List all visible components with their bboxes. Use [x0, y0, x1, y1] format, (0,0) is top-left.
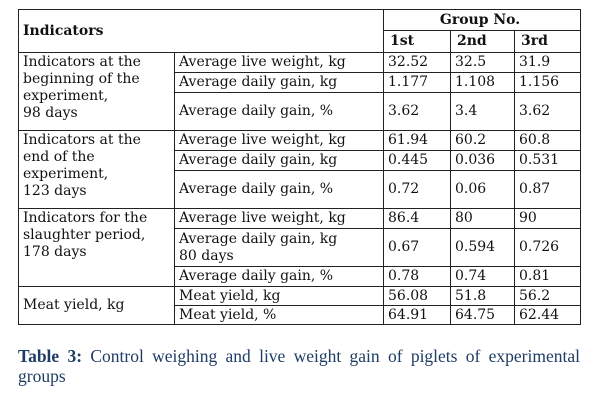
- indicator-label-line: beginning of the: [23, 71, 140, 87]
- metric-label-line: Meat yield, kg: [179, 287, 281, 304]
- value-cell-2nd: 1.108: [450, 72, 515, 93]
- metric-cell: Average daily gain, kg 80 days: [174, 228, 384, 267]
- value-cell-2nd: 32.5: [450, 52, 515, 73]
- table-row: Meat yield, % 64.91 64.75 62.44: [19, 305, 581, 325]
- metric-label-line: Average daily gain, %: [179, 268, 334, 284]
- caption-text: Control weighing and live weight gain of…: [18, 346, 580, 386]
- table-caption: Table 3: Control weighing and live weigh…: [18, 346, 580, 386]
- value-cell-3rd: 0.81: [514, 266, 581, 287]
- caption-label: Table 3:: [18, 346, 83, 366]
- indicator-label-line: Indicators at the: [23, 54, 141, 70]
- indicator-label-line: Indicators for the: [23, 210, 148, 226]
- indicators-header: Indicators: [18, 9, 384, 53]
- value-cell-3rd: 0.726: [514, 228, 581, 267]
- metric-cell: Average daily gain, kg: [174, 150, 384, 171]
- value-cell-2nd: 0.74: [450, 266, 515, 287]
- value-cell-3rd: 0.87: [514, 170, 581, 209]
- group-2nd-header: 2nd: [450, 30, 515, 53]
- metric-label-line: Average live weight, kg: [179, 132, 346, 148]
- metric-label-line: Average daily gain, %: [179, 103, 334, 119]
- value-cell-3rd: 3.62: [514, 92, 581, 131]
- value-cell-3rd: 1.156: [514, 72, 581, 93]
- value-cell-2nd: 80: [450, 208, 515, 229]
- value-cell-1st: 64.91: [383, 305, 451, 325]
- group-1st-header: 1st: [383, 30, 451, 53]
- data-table-container: Indicators Group No. 1st 2nd 3rd Indicat…: [18, 9, 581, 325]
- table-row: Average daily gain, % 0.72 0.06 0.87: [19, 170, 581, 209]
- indicator-label-line: experiment,: [23, 88, 109, 104]
- metric-cell: Average live weight, kg: [174, 130, 384, 151]
- metric-label-line: Average daily gain, kg: [179, 74, 338, 90]
- indicator-group-cell: Indicators for the slaughter period, 178 d…: [18, 208, 175, 287]
- control-weighing-table: Indicators Group No. 1st 2nd 3rd Indicat…: [18, 9, 581, 325]
- metric-cell: Average daily gain, %: [174, 266, 384, 287]
- value-cell-1st: 0.445: [383, 150, 451, 171]
- table-row: Average daily gain, kg 80 days 0.67 0.594 0.…: [19, 228, 581, 267]
- value-cell-3rd: 90: [514, 208, 581, 229]
- value-cell-3rd: 62.44: [514, 305, 581, 325]
- metric-cell: Meat yield, kg: [174, 286, 384, 306]
- table-body: Indicators at the beginning of the experim…: [18, 52, 581, 325]
- value-cell-1st: 0.78: [383, 266, 451, 287]
- indicator-label-line: Indicators at the: [23, 132, 141, 148]
- indicator-label-line: Meat yield, kg: [23, 297, 125, 313]
- table-row: Meat yield, kg Meat yield, kg 56.08 51.8 56.…: [18, 286, 581, 325]
- metric-cell: Average live weight, kg: [174, 52, 384, 73]
- table-row: Average daily gain, % 0.78 0.74 0.81: [19, 266, 581, 287]
- indicator-label-line: experiment,: [23, 166, 109, 182]
- value-cell-1st: 1.177: [383, 72, 451, 93]
- indicator-label-line: end of the: [23, 149, 95, 165]
- metric-cell: Average daily gain, %: [174, 170, 384, 209]
- metric-cell: Average daily gain, kg: [174, 72, 384, 93]
- value-cell-3rd: 0.531: [514, 150, 581, 171]
- table-row: Indicators at the beginning of the experim…: [18, 52, 581, 131]
- table-row: Average daily gain, % 3.62 3.4 3.62: [19, 92, 581, 131]
- table-row: Average daily gain, kg 1.177 1.108 1.156: [19, 72, 581, 93]
- indicator-group-cell: Indicators at the beginning of the experim…: [18, 52, 175, 131]
- value-cell-1st: 61.94: [383, 130, 451, 151]
- metric-label-line: Meat yield, %: [179, 306, 277, 323]
- metric-cell: Meat yield, %: [174, 305, 384, 325]
- table-row: Average daily gain, kg 0.445 0.036 0.531: [19, 150, 581, 171]
- value-cell-3rd: 60.8: [514, 130, 581, 151]
- value-cell-1st: 32.52: [383, 52, 451, 73]
- value-cell-3rd: 56.2: [514, 286, 581, 306]
- group-number-header: Group No.: [383, 9, 581, 31]
- value-cell-2nd: 0.036: [450, 150, 515, 171]
- group-3rd-header: 3rd: [514, 30, 581, 53]
- metric-label-line: Average daily gain, kg: [179, 152, 338, 168]
- metric-cell: Average live weight, kg: [174, 208, 384, 229]
- value-cell-2nd: 51.8: [450, 286, 515, 306]
- indicator-label-line: 123 days: [23, 183, 87, 199]
- value-cell-1st: 0.67: [383, 228, 451, 267]
- value-cell-2nd: 64.75: [450, 305, 515, 325]
- value-cell-1st: 56.08: [383, 286, 451, 306]
- value-cell-1st: 3.62: [383, 92, 451, 131]
- indicator-label-line: 98 days: [23, 105, 78, 121]
- metric-label-line: Average live weight, kg: [179, 54, 346, 70]
- table-row: Indicators at the end of the experiment, 12…: [18, 130, 581, 209]
- value-cell-2nd: 60.2: [450, 130, 515, 151]
- metric-cell: Average daily gain, %: [174, 92, 384, 131]
- value-cell-2nd: 0.06: [450, 170, 515, 209]
- metric-label-line: 80 days: [179, 247, 234, 264]
- value-cell-1st: 86.4: [383, 208, 451, 229]
- value-cell-2nd: 0.594: [450, 228, 515, 267]
- metric-label-line: Average live weight, kg: [179, 210, 346, 226]
- table-row: Indicators for the slaughter period, 178 d…: [18, 208, 581, 287]
- metric-label-line: Average daily gain, %: [179, 181, 334, 197]
- metric-label-line: Average daily gain, kg: [179, 230, 338, 247]
- indicator-group-cell: Indicators at the end of the experiment, 12…: [18, 130, 175, 209]
- value-cell-3rd: 31.9: [514, 52, 581, 73]
- indicator-label-line: 178 days: [23, 244, 87, 260]
- indicator-label-line: slaughter period,: [23, 227, 146, 243]
- value-cell-2nd: 3.4: [450, 92, 515, 131]
- indicator-group-cell: Meat yield, kg: [18, 286, 175, 325]
- value-cell-1st: 0.72: [383, 170, 451, 209]
